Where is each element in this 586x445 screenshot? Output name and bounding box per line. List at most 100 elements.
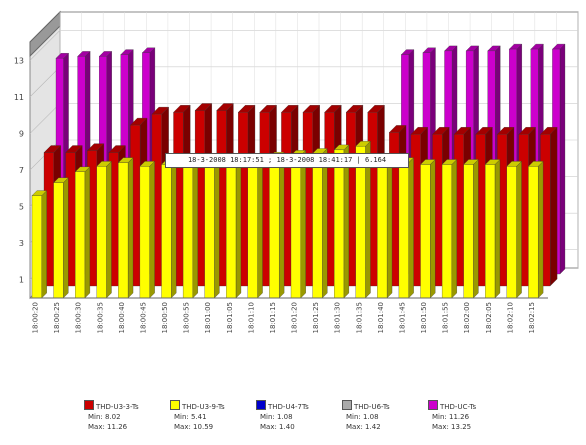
bar-thd-u3-9-8-side	[214, 159, 220, 299]
bar-thd-u3-9-22-front	[506, 166, 517, 299]
bar-thd-u3-9-7	[182, 159, 199, 299]
bar-thd-u3-9-6	[161, 159, 177, 299]
bar-thd-u3-9-20-side	[473, 159, 479, 299]
x-axis: 18:00:20 18:00:25 18:00:30 18:00:35 18:00:40…	[30, 297, 548, 333]
bar-thd-u3-9-23-front	[528, 166, 539, 299]
bar-thd-u3-9-2-side	[84, 166, 91, 299]
bar-thd-u3-9-19-front	[441, 164, 452, 299]
legend-swatch	[342, 400, 352, 410]
bar-thd-u3-9-1-side	[63, 177, 69, 299]
legend-min: Min: 5.41	[174, 413, 207, 421]
x-tick-label: 18:02:05	[485, 302, 493, 333]
legend-label: THD-UC-Ts	[440, 403, 477, 411]
bar-thd-u3-9-11-side	[278, 151, 285, 299]
x-tick-label: 18:00:35	[96, 302, 104, 333]
bar-thd-u3-9-11-front	[269, 157, 280, 299]
legend-item-thd-uc[interactable]: THD-UC-Ts Min: 11.26 Max: 13.25	[428, 400, 512, 432]
grid-line-side	[29, 103, 61, 134]
y-tick-label: 5	[19, 203, 24, 212]
legend-min: Min: 8.02	[88, 413, 121, 421]
bar-thd-u3-9-9	[225, 157, 242, 299]
bar-thd-u3-9-12	[290, 150, 307, 299]
x-tick-label: 18:01:30	[334, 302, 342, 333]
x-tick-label: 18:01:05	[226, 302, 234, 333]
bar-thd-u3-3-23-side	[549, 126, 558, 287]
x-tick-label: 18:00:55	[183, 302, 191, 333]
x-tick-label: 18:00:50	[161, 302, 169, 333]
bar-thd-u3-9-9-front	[226, 162, 237, 299]
legend-max: Max: 10.59	[174, 423, 214, 431]
bar-thd-u3-9-7-front	[182, 164, 193, 299]
x-tick-label: 18:00:45	[139, 302, 147, 333]
bar-thd-u3-9-1-front	[53, 182, 64, 299]
bar-thd-u3-9-0-front	[31, 195, 42, 299]
bar-thd-u3-9-15-front	[355, 146, 366, 299]
legend-label: THD-U3-9-Ts	[182, 403, 225, 411]
legend-label: THD-U6-Ts	[354, 403, 390, 411]
bar-thd-u3-9-10-side	[257, 153, 263, 299]
grid-line-side	[29, 66, 61, 98]
bar-thd-u3-9-21-front	[485, 164, 496, 299]
legend-label: THD-U4-7Ts	[268, 403, 309, 411]
bar-thd-u3-9-9-side	[235, 157, 242, 299]
bar-thd-u3-9-3-side	[106, 160, 112, 299]
y-tick-label: 9	[19, 129, 24, 138]
bar-thd-u3-9-1	[53, 177, 69, 299]
bar-thd-uc-23-side	[559, 43, 566, 275]
x-tick-label: 18:00:30	[75, 302, 83, 333]
bar-thd-u3-9-5	[139, 160, 155, 299]
legend-swatch	[84, 400, 94, 410]
bar-thd-u3-9-18	[420, 159, 436, 299]
legend-max: Max: 1.40	[260, 423, 295, 431]
legend-swatch	[170, 400, 180, 410]
bar-thd-u3-9-7-side	[192, 159, 198, 299]
x-tick-label: 18:01:45	[398, 302, 406, 333]
x-tick-label: 18:01:00	[204, 302, 212, 333]
legend-label: THD-U3-3-Ts	[96, 403, 139, 411]
bar-thd-u3-9-21	[484, 159, 501, 299]
legend-item-thd-u6[interactable]: THD-U6-Ts Min: 1.08 Max: 1.42	[342, 400, 426, 432]
legend-item-thd-u3-3[interactable]: THD-U3-3-Ts Min: 8.02 Max: 11.26	[84, 400, 168, 432]
bar-thd-u3-9-2-front	[75, 171, 86, 299]
y-tick-label: 7	[19, 166, 24, 175]
bar-thd-u3-9-2	[74, 166, 91, 299]
legend-item-thd-u4-7[interactable]: THD-U4-7Ts Min: 1.08 Max: 1.40	[256, 400, 340, 432]
bar-thd-u3-9-18-front	[420, 164, 431, 299]
bar-thd-u3-9-0	[31, 190, 48, 299]
bar-thd-u3-9-16-front	[377, 162, 388, 299]
bar-thd-u3-9-13-side	[322, 148, 328, 299]
legend-item-thd-u3-9[interactable]: THD-U3-9-Ts Min: 5.41 Max: 10.59	[170, 400, 254, 432]
x-tick-label: 18:00:40	[118, 302, 126, 333]
x-tick-label: 18:01:15	[269, 302, 277, 333]
x-tick-label: 18:02:00	[463, 302, 471, 333]
legend-swatch	[256, 400, 266, 410]
bar-thd-u3-9-11	[269, 151, 285, 299]
legend-min: Min: 11.26	[432, 413, 470, 421]
legend-swatch	[428, 400, 438, 410]
y-tick-label: 1	[19, 276, 24, 285]
y-tick-label: 11	[14, 93, 24, 102]
bar-thd-u3-9-13	[312, 148, 328, 299]
x-tick-label: 18:00:20	[32, 302, 40, 333]
x-tick-label: 18:01:40	[377, 302, 385, 333]
legend-max: Max: 11.26	[88, 423, 128, 431]
bar-thd-u3-9-10	[247, 153, 263, 299]
bar-thd-u3-9-19	[441, 159, 458, 299]
bar-thd-u3-9-5-side	[149, 160, 155, 299]
bar-thd-u3-9-21-side	[494, 159, 501, 299]
bar-thd-u3-9-13-front	[312, 153, 323, 299]
bar-thd-u3-9-14-front	[334, 149, 345, 299]
x-tick-label: 18:01:50	[420, 302, 428, 333]
bar-thd-u3-3-23	[540, 126, 558, 287]
x-tick-label: 18:01:25	[312, 302, 320, 333]
bar-thd-u3-9-20-front	[463, 164, 474, 299]
x-tick-label: 18:01:20	[291, 302, 299, 333]
bar-thd-u3-9-17	[398, 157, 414, 299]
x-tick-label: 18:00:25	[53, 302, 61, 333]
bar-thd-u3-9-17-side	[408, 157, 414, 299]
bar-thd-u3-9-4-front	[118, 162, 129, 299]
y-tick-label: 13	[14, 56, 24, 65]
bar-thd-u3-9-4-side	[127, 157, 134, 299]
bar-thd-u3-9-10-front	[247, 158, 258, 299]
bar-thd-u3-9-0-side	[41, 190, 47, 299]
